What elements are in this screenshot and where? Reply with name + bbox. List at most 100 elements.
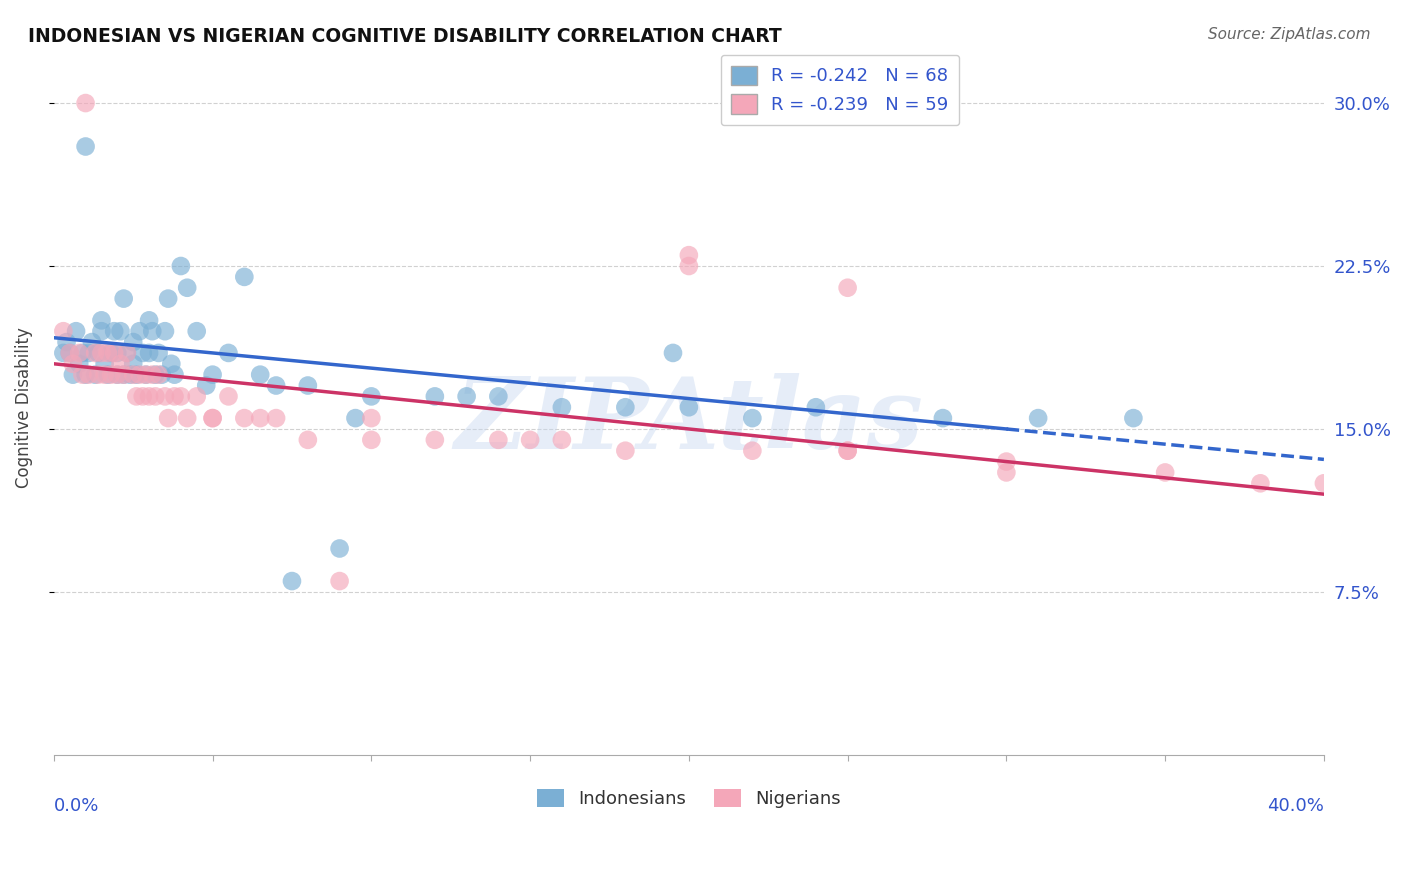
Point <box>75 139 97 153</box>
Point <box>67 357 90 371</box>
Point <box>932 411 955 425</box>
Point <box>1249 476 1271 491</box>
Point <box>360 389 382 403</box>
Point <box>93 368 115 382</box>
Point <box>157 411 180 425</box>
Point <box>110 357 132 371</box>
Point <box>360 411 382 425</box>
Point <box>423 433 446 447</box>
Point <box>97 368 120 382</box>
Point <box>264 411 287 425</box>
Point <box>90 313 112 327</box>
Point <box>456 389 478 403</box>
Text: 40.0%: 40.0% <box>1267 797 1324 814</box>
Point <box>128 324 150 338</box>
Point <box>804 401 827 415</box>
Point <box>62 368 84 382</box>
Point <box>1154 466 1177 480</box>
Point <box>90 324 112 338</box>
Point <box>217 346 239 360</box>
Point <box>141 368 163 382</box>
Point <box>75 368 97 382</box>
Point <box>115 346 138 360</box>
Point <box>122 357 145 371</box>
Point <box>62 357 84 371</box>
Point <box>249 368 271 382</box>
Point <box>112 368 135 382</box>
Point <box>72 368 94 382</box>
Point <box>55 334 77 349</box>
Point <box>195 378 218 392</box>
Point <box>163 389 186 403</box>
Point <box>132 389 155 403</box>
Point <box>122 368 145 382</box>
Point <box>145 368 167 382</box>
Point <box>100 368 122 382</box>
Point <box>678 259 700 273</box>
Point <box>93 357 115 371</box>
Point <box>72 346 94 360</box>
Point <box>52 346 75 360</box>
Point <box>233 269 256 284</box>
Point <box>1313 476 1336 491</box>
Point <box>741 411 763 425</box>
Y-axis label: Cognitive Disability: Cognitive Disability <box>15 326 32 488</box>
Point <box>132 346 155 360</box>
Point <box>170 389 193 403</box>
Point <box>110 324 132 338</box>
Point <box>59 346 82 360</box>
Point <box>614 443 637 458</box>
Point <box>678 248 700 262</box>
Point <box>135 368 157 382</box>
Point <box>329 574 352 588</box>
Text: 0.0%: 0.0% <box>53 797 100 814</box>
Point <box>486 433 509 447</box>
Point <box>423 389 446 403</box>
Point <box>281 574 304 588</box>
Point <box>233 411 256 425</box>
Point <box>112 368 135 382</box>
Text: Source: ZipAtlas.com: Source: ZipAtlas.com <box>1208 27 1371 42</box>
Point <box>125 368 148 382</box>
Text: INDONESIAN VS NIGERIAN COGNITIVE DISABILITY CORRELATION CHART: INDONESIAN VS NIGERIAN COGNITIVE DISABIL… <box>28 27 782 45</box>
Point <box>1026 411 1049 425</box>
Point <box>519 433 541 447</box>
Point <box>112 292 135 306</box>
Point <box>995 466 1018 480</box>
Point <box>141 324 163 338</box>
Point <box>84 368 107 382</box>
Point <box>551 401 574 415</box>
Point <box>678 401 700 415</box>
Point <box>360 433 382 447</box>
Point <box>551 433 574 447</box>
Point <box>122 334 145 349</box>
Point <box>186 324 208 338</box>
Point <box>614 401 637 415</box>
Point <box>150 368 173 382</box>
Point <box>995 454 1018 468</box>
Point <box>67 346 90 360</box>
Point <box>87 368 110 382</box>
Point <box>297 378 319 392</box>
Point <box>115 346 138 360</box>
Point <box>80 334 103 349</box>
Legend: Indonesians, Nigerians: Indonesians, Nigerians <box>530 781 848 815</box>
Point <box>105 368 128 382</box>
Point <box>297 433 319 447</box>
Point <box>125 389 148 403</box>
Point <box>105 368 128 382</box>
Point <box>264 378 287 392</box>
Point <box>148 346 170 360</box>
Point <box>662 346 685 360</box>
Point <box>103 346 125 360</box>
Point <box>486 389 509 403</box>
Point <box>148 368 170 382</box>
Point <box>59 346 82 360</box>
Point <box>97 346 120 360</box>
Point <box>837 443 859 458</box>
Point <box>837 281 859 295</box>
Point <box>77 346 100 360</box>
Point <box>145 389 167 403</box>
Point <box>77 368 100 382</box>
Point <box>153 389 176 403</box>
